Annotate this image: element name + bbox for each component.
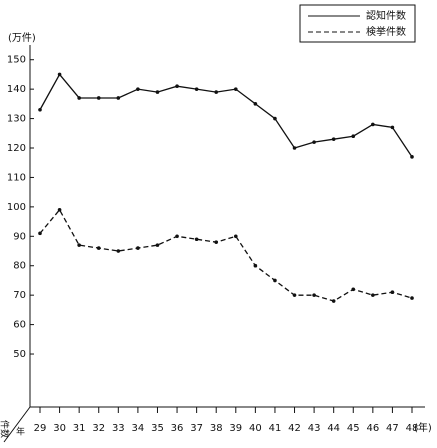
point [57, 72, 62, 77]
point [273, 116, 277, 121]
y-tick-label: 90 [13, 231, 26, 242]
series-line [39, 208, 413, 302]
y-tick-label: 130 [7, 114, 26, 125]
point [96, 246, 101, 250]
point [410, 296, 414, 300]
corner-label: 件数 [0, 420, 11, 438]
point [331, 137, 336, 141]
point [194, 87, 199, 91]
legend-label: 認知件数 [366, 9, 406, 22]
series-line [39, 73, 413, 158]
point [214, 240, 219, 244]
x-tick-label: 41 [269, 423, 282, 434]
legend-box [299, 4, 416, 43]
x-tick-label: 40 [249, 423, 262, 434]
point [38, 107, 42, 112]
point [312, 293, 316, 297]
point [155, 90, 160, 94]
point [312, 140, 316, 144]
point [175, 84, 179, 89]
point [214, 90, 219, 94]
x-tick-label: 35 [151, 423, 164, 434]
x-tick-label: 32 [92, 423, 105, 434]
y-tick-label: 140 [7, 84, 26, 95]
point [77, 96, 81, 100]
x-tick-label: 43 [308, 423, 321, 434]
point [390, 290, 395, 295]
point [77, 243, 81, 247]
corner-label: 年 [16, 426, 25, 438]
y-tick-label: 150 [7, 55, 26, 66]
point [331, 299, 336, 303]
point [155, 243, 160, 247]
x-tick-label: 38 [210, 423, 223, 434]
point [57, 208, 62, 212]
point [410, 155, 414, 159]
x-tick-label: 33 [112, 423, 125, 434]
point [116, 96, 121, 100]
y-tick-label: 50 [13, 349, 26, 360]
x-tick-label: 37 [190, 423, 203, 434]
x-tick-label: 47 [386, 423, 399, 434]
x-tick-label: 46 [366, 423, 379, 434]
y-tick-label: 110 [7, 172, 26, 183]
point [273, 278, 277, 283]
point [175, 234, 179, 239]
point [233, 234, 238, 239]
corner-diagonal [3, 406, 31, 443]
x-tick-label: 30 [53, 423, 66, 434]
y-tick-label: 80 [13, 261, 26, 272]
x-tick-label: 45 [347, 423, 360, 434]
point [351, 287, 356, 292]
legend-label: 検挙件数 [366, 25, 406, 38]
point [253, 102, 258, 106]
x-tick-label: 39 [229, 423, 242, 434]
point [253, 263, 258, 268]
point [371, 122, 375, 127]
x-unit: (年) [414, 421, 432, 434]
point [136, 246, 140, 250]
x-tick-label: 34 [132, 423, 145, 434]
y-unit: (万件) [8, 32, 36, 44]
point [292, 293, 297, 297]
point [233, 87, 238, 91]
y-tick-label: 100 [7, 202, 26, 213]
y-tick-label: 70 [13, 290, 26, 301]
point [390, 125, 395, 130]
x-tick-label: 48 [406, 423, 419, 434]
point [351, 134, 356, 139]
x-tick-label: 44 [327, 423, 340, 434]
y-tick-label: 120 [7, 143, 26, 154]
point [136, 87, 140, 91]
x-tick-label: 31 [73, 423, 86, 434]
point [194, 237, 199, 242]
x-tick-label: 36 [171, 423, 184, 434]
point [292, 146, 297, 150]
point [96, 96, 101, 100]
y-tick-label: 60 [13, 320, 26, 331]
point [38, 231, 42, 236]
point [116, 249, 121, 253]
x-tick-label: 42 [288, 423, 301, 434]
x-tick-label: 29 [34, 423, 47, 434]
point [371, 293, 375, 297]
